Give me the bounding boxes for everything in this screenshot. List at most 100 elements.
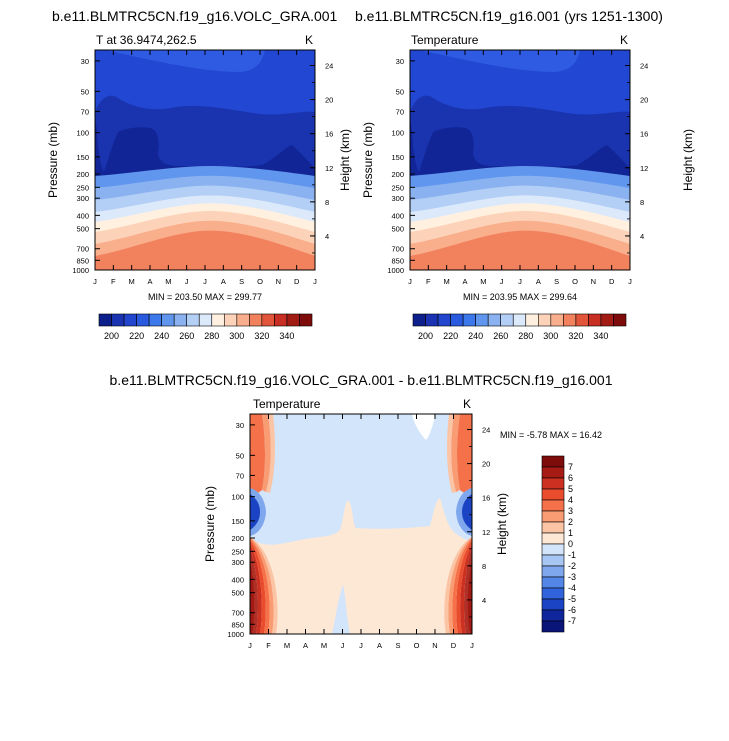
y-tick-label: 30 — [396, 57, 404, 66]
colorbar-swatch — [541, 576, 565, 589]
diff-band-3b-left — [250, 538, 270, 634]
x-tick-label: F — [426, 277, 431, 286]
panel-3-contours — [250, 414, 472, 634]
colorbar-swatch — [161, 313, 175, 327]
colorbar-swatch — [123, 313, 137, 327]
y-tick-label: 100 — [76, 129, 89, 138]
colorbar-label: 320 — [568, 331, 583, 341]
colorbar-swatch — [274, 313, 288, 327]
colorbar-swatch — [600, 313, 614, 327]
y-tick-label: 250 — [391, 183, 404, 192]
diff-band-neg-right-core — [462, 494, 472, 530]
band-top-light — [105, 50, 265, 72]
colorbar-label: -4 — [568, 583, 576, 593]
panel-2-ylabel: Pressure (mb) — [361, 122, 375, 198]
x-tick-label: A — [221, 277, 226, 286]
y-tick-label: 250 — [76, 183, 89, 192]
colorbar-label: 300 — [229, 331, 244, 341]
diff-band-4-right — [456, 540, 472, 634]
height-tick-label: 4 — [325, 232, 329, 241]
colorbar-label: -3 — [568, 572, 576, 582]
contour-band-7 — [410, 230, 630, 270]
y-tick-label: 700 — [76, 245, 89, 254]
x-tick-label: D — [609, 277, 615, 286]
x-tick-label: J — [313, 277, 317, 286]
colorbar-label: 4 — [568, 495, 573, 505]
colorbar-swatch — [412, 313, 426, 327]
x-tick-label: M — [165, 277, 171, 286]
panel-3-minmax: MIN = -5.78 MAX = 16.42 — [500, 430, 602, 440]
y-tick-label: 50 — [236, 451, 244, 460]
y-tick-label: 200 — [76, 170, 89, 179]
y-tick-label: 30 — [236, 421, 244, 430]
colorbar-swatch — [541, 554, 565, 567]
panel-1-subtitle: T at 36.9474,262.5 — [96, 33, 197, 47]
x-tick-label: O — [572, 277, 578, 286]
panel-1-bands — [95, 166, 315, 270]
y-tick-label: 200 — [391, 170, 404, 179]
y-tick-label: 500 — [231, 589, 244, 598]
colorbar-swatch — [173, 313, 188, 327]
diff-band-3b-right — [452, 538, 472, 634]
panel-2-units: K — [620, 33, 628, 47]
colorbar-swatch — [475, 313, 489, 327]
diff-band-3-left — [250, 414, 265, 495]
panel-1-units: K — [305, 33, 313, 47]
colorbar-label: 5 — [568, 484, 573, 494]
y-tick-label: 1000 — [72, 266, 89, 275]
colorbar-label: 200 — [104, 331, 119, 341]
diff-band-3-right — [457, 414, 472, 495]
x-tick-label: A — [462, 277, 467, 286]
y-tick-label: 150 — [76, 153, 89, 162]
panel-3-subtitle: Temperature — [253, 397, 321, 411]
y-tick-label: 850 — [231, 620, 244, 629]
colorbar-swatch — [541, 620, 565, 633]
x-tick-label: M — [129, 277, 135, 286]
x-tick-label: A — [536, 277, 541, 286]
y-tick-label: 50 — [81, 87, 89, 96]
colorbar-swatch — [525, 313, 539, 327]
height-tick-label: 8 — [325, 198, 329, 207]
x-tick-label: M — [321, 641, 327, 650]
panel-1-ylabel: Pressure (mb) — [46, 122, 60, 198]
x-tick-label: J — [93, 277, 97, 286]
y-tick-label: 70 — [81, 107, 89, 116]
x-tick-label: F — [111, 277, 116, 286]
colorbar-swatch — [541, 521, 565, 534]
panel-1-ylabel-right: Height (km) — [338, 129, 352, 191]
diff-band-zero-top — [412, 414, 436, 440]
height-tick-label: 8 — [640, 198, 644, 207]
x-tick-label: M — [284, 641, 290, 650]
colorbar-label: -5 — [568, 594, 576, 604]
y-tick-label: 850 — [76, 256, 89, 265]
y-tick-label: 500 — [76, 225, 89, 234]
colorbar-label: 0 — [568, 539, 573, 549]
panel-3-axes: J F M A M J J A S O N D J 30 50 70 100 150 200 250 300 400 500… — [227, 414, 490, 650]
diff-band-pos-lower — [250, 498, 472, 634]
x-tick-label: J — [359, 641, 363, 650]
y-tick-label: 1000 — [227, 630, 244, 639]
colorbar-swatch — [286, 313, 300, 327]
x-tick-label: J — [185, 277, 189, 286]
height-tick-label: 12 — [482, 528, 490, 537]
y-tick-label: 500 — [391, 225, 404, 234]
height-tick-label: 12 — [640, 164, 648, 173]
colorbar-swatch — [541, 609, 565, 622]
colorbar-swatch — [462, 313, 476, 327]
colorbar-swatch — [541, 455, 565, 468]
x-tick-label: J — [518, 277, 522, 286]
colorbar-swatch — [541, 543, 565, 556]
colorbar-panel-1: 200 220 240 260 280 300 320 340 — [98, 313, 313, 341]
height-tick-label: 16 — [482, 494, 490, 503]
colorbar-swatch — [541, 488, 565, 501]
colorbar-label: -2 — [568, 561, 576, 571]
panel-2-title: b.e11.BLMTRC5CN.f19_g16.001 (yrs 1251-13… — [355, 8, 663, 24]
panel-3-ylabel: Pressure (mb) — [203, 486, 217, 562]
y-tick-label: 1000 — [387, 266, 404, 275]
diff-band-5-right — [460, 544, 472, 634]
colorbar-label: 240 — [154, 331, 169, 341]
colorbar-swatch — [541, 532, 565, 545]
colorbar-label: 7 — [568, 462, 573, 472]
height-tick-label: 24 — [482, 426, 490, 435]
colorbar-swatch — [588, 313, 602, 327]
